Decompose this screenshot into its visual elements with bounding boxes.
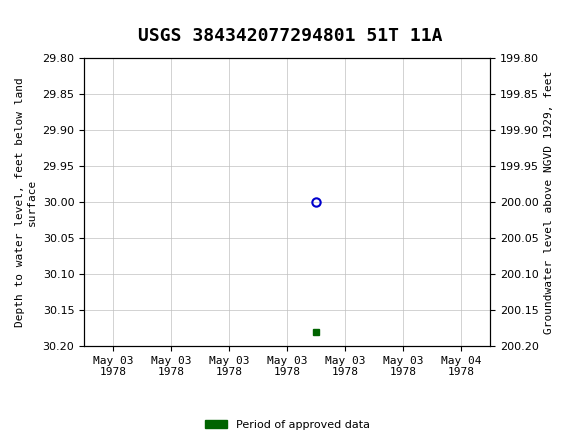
Legend: Period of approved data: Period of approved data xyxy=(200,415,374,430)
Text: USGS 384342077294801 51T 11A: USGS 384342077294801 51T 11A xyxy=(138,27,442,45)
Text: USGS: USGS xyxy=(104,9,168,29)
Y-axis label: Depth to water level, feet below land
surface: Depth to water level, feet below land su… xyxy=(15,77,37,327)
Y-axis label: Groundwater level above NGVD 1929, feet: Groundwater level above NGVD 1929, feet xyxy=(545,71,554,334)
